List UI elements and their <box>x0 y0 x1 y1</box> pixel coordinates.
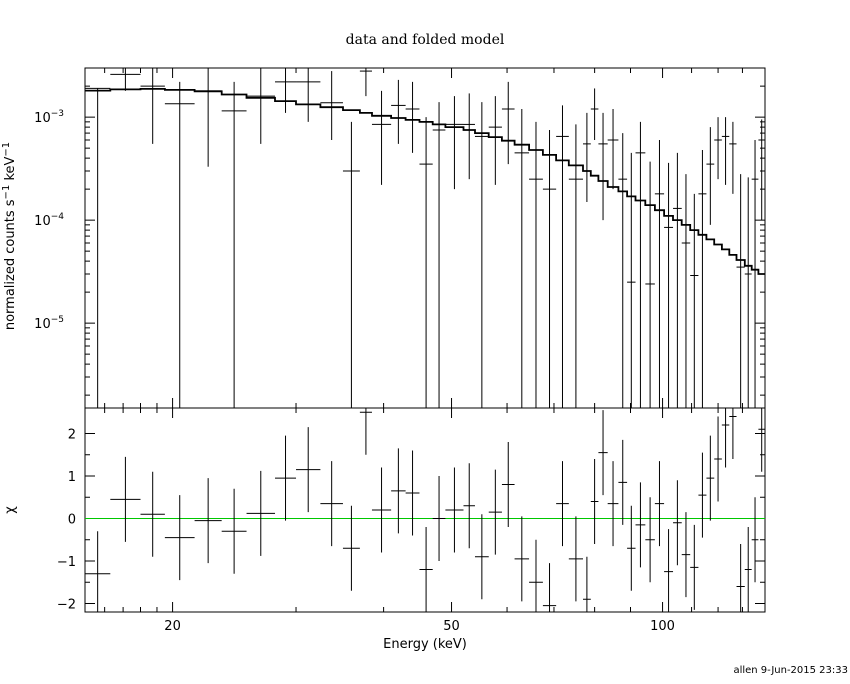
residual-y-tick-label: −2 <box>57 598 76 613</box>
top-y-tick-label: 10−4 <box>34 212 64 229</box>
top-panel: 10−5 10−4 10−3 <box>34 67 766 409</box>
top-panel-frame <box>84 67 766 409</box>
x-axis-label: Energy (keV) <box>383 637 467 652</box>
residual-panel: −2 −1 0 1 2 <box>57 407 766 613</box>
top-y-axis-label: normalized counts s−1 keV−1 <box>1 142 18 330</box>
residual-y-tick-label: 2 <box>68 428 76 443</box>
chart-title: data and folded model <box>346 32 505 48</box>
x-tick-label: 20 <box>164 619 181 634</box>
residual-y-axis-label: χ <box>3 506 18 514</box>
x-tick-label: 50 <box>443 619 460 634</box>
model-step-line <box>85 88 765 275</box>
x-axis: 20 50 100 <box>104 68 766 634</box>
top-y-tick-label: 10−3 <box>34 109 64 126</box>
residual-panel-frame <box>84 407 766 613</box>
footer-timestamp: allen 9-Jun-2015 23:33 <box>733 665 848 676</box>
residual-y-tick-label: 1 <box>68 470 76 485</box>
residual-y-tick-label: 0 <box>68 513 76 528</box>
residual-y-tick-label: −1 <box>57 555 76 570</box>
top-y-tick-label: 10−5 <box>34 315 64 332</box>
x-tick-label: 100 <box>650 619 675 634</box>
